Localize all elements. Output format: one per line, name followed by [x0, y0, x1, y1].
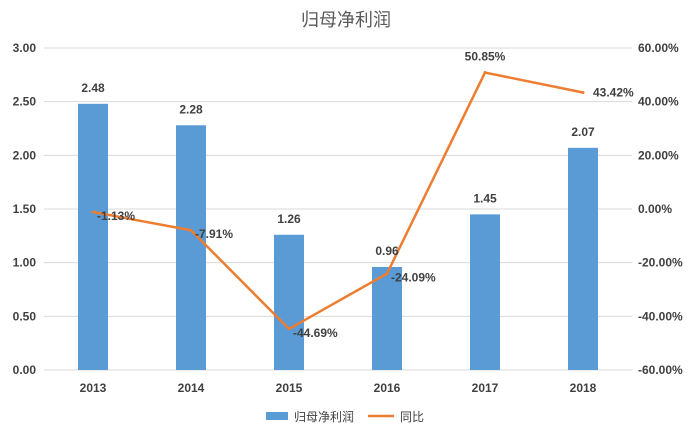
line-data-label: 50.85%: [465, 50, 506, 64]
y-right-tick-label: -60.00%: [638, 363, 683, 377]
bar-data-label: 1.45: [473, 191, 497, 205]
x-tick-label: 2013: [80, 381, 107, 395]
line-point: [581, 90, 585, 94]
bar: [470, 214, 500, 370]
y-right-tick-label: -40.00%: [638, 309, 683, 323]
bar: [568, 147, 598, 370]
x-tick-label: 2016: [374, 381, 401, 395]
y-right-tick-label: -20.00%: [638, 256, 683, 270]
bar: [372, 266, 402, 370]
line-point: [483, 71, 487, 75]
x-tick-label: 2018: [570, 381, 597, 395]
y-left-tick-label: 2.50: [13, 95, 37, 109]
bar: [78, 103, 108, 371]
line-data-label: 43.42%: [593, 85, 634, 99]
line-point: [385, 272, 389, 276]
line-point: [91, 210, 95, 214]
line-data-label: -1.13%: [97, 209, 135, 223]
bar-data-label: 2.48: [81, 81, 105, 95]
x-tick-label: 2017: [472, 381, 499, 395]
y-left-tick-label: 1.50: [13, 202, 37, 216]
y-left-tick-label: 0.50: [13, 309, 37, 323]
line-point: [189, 228, 193, 232]
legend-swatch-bar: [266, 412, 288, 420]
y-right-tick-label: 0.00%: [638, 202, 672, 216]
axis-labels: 0.00 0.50 1.00 1.50 2.00 2.50 3.00 -60.00% -40.0…: [13, 41, 683, 395]
data-labels: 2.48 2.28 1.26 0.96 1.45 2.07 -1.13% -7.91% -44.…: [81, 50, 634, 340]
line-data-label: -24.09%: [391, 271, 436, 285]
x-tick-label: 2014: [178, 381, 205, 395]
bar-data-label: 2.07: [571, 125, 595, 139]
legend: 归母净利润 同比: [266, 410, 424, 424]
y-left-tick-label: 0.00: [13, 363, 37, 377]
bar-data-label: 0.96: [375, 244, 399, 258]
bar: [274, 234, 304, 370]
y-left-tick-label: 3.00: [13, 41, 37, 55]
grid-lines: [44, 47, 632, 371]
legend-label-line: 同比: [400, 410, 424, 424]
line-data-label: -7.91%: [195, 227, 233, 241]
line-data-label: -44.69%: [293, 326, 338, 340]
bar-data-label: 2.28: [179, 102, 203, 116]
line-point: [287, 327, 291, 331]
bar-data-label: 1.26: [277, 212, 301, 226]
y-left-tick-label: 2.00: [13, 148, 37, 162]
bar: [176, 125, 206, 370]
y-right-tick-label: 60.00%: [638, 41, 679, 55]
legend-label-bar: 归母净利润: [294, 410, 354, 424]
y-right-tick-label: 40.00%: [638, 95, 679, 109]
y-right-tick-label: 20.00%: [638, 148, 679, 162]
line-series: [91, 71, 585, 331]
x-tick-label: 2015: [276, 381, 303, 395]
y-left-tick-label: 1.00: [13, 256, 37, 270]
chart-title: 归母净利润: [301, 10, 391, 31]
line-path: [92, 71, 584, 331]
bar-series: [78, 103, 598, 371]
